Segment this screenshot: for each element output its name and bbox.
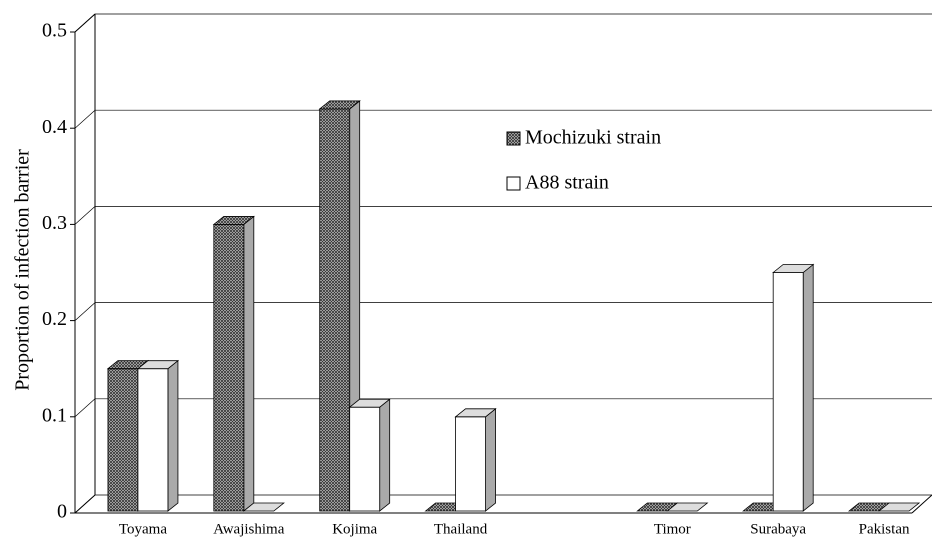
grid-line [74, 494, 96, 514]
x-tick-label: Thailand [434, 521, 488, 537]
grid-line [74, 398, 96, 418]
bar [242, 502, 285, 512]
bar [666, 502, 709, 512]
y-axis-label: Proportion of infection barrier [12, 149, 34, 391]
bar-top [136, 360, 180, 370]
bar [454, 407, 497, 512]
legend-label: A88 strain [525, 172, 609, 194]
bar-top [454, 408, 497, 418]
bar-top [666, 502, 709, 512]
bar [212, 215, 255, 512]
y-tick-label: 0.1 [42, 404, 67, 426]
bar [136, 359, 180, 512]
bar-side [802, 263, 814, 512]
bar-side [167, 359, 179, 512]
bar-top [212, 215, 255, 225]
bar-front [137, 368, 169, 512]
x-tick-label: Surabaya [750, 521, 806, 537]
y-tick-label: 0.2 [42, 308, 67, 330]
grid-line [74, 206, 96, 225]
x-tick-label: Kojima [332, 521, 377, 537]
y-tick-label: 0.3 [42, 212, 67, 234]
bar-front [455, 416, 486, 512]
bar-front [349, 406, 381, 512]
bar-side [243, 215, 255, 512]
y-tick-label: 0 [57, 501, 67, 523]
bar [877, 502, 921, 512]
legend-swatch [506, 131, 521, 146]
bar-top [772, 264, 815, 273]
x-tick-label: Awajishima [213, 521, 284, 537]
bar-top [348, 398, 391, 408]
bar-front [772, 272, 804, 512]
x-tick-label: Pakistan [859, 521, 910, 537]
x-tick-label: Toyama [119, 521, 167, 537]
bar [348, 398, 391, 512]
bar-front [319, 108, 351, 512]
x-tick-label: Timor [654, 521, 691, 537]
grid-line [74, 302, 96, 321]
bar-side [485, 407, 496, 512]
grid-line [74, 13, 96, 33]
y-tick-label: 0.4 [42, 116, 67, 138]
bar-side [379, 398, 391, 512]
bar-front [213, 223, 245, 512]
bar-top [318, 100, 361, 110]
bar-front [107, 368, 139, 512]
bar [772, 263, 815, 512]
grid-line [74, 109, 96, 129]
legend-swatch [506, 176, 521, 191]
axis-line [911, 494, 932, 514]
y-tick-label: 0.5 [42, 20, 67, 42]
bar-top [877, 502, 921, 512]
legend-label: Mochizuki strain [525, 127, 661, 149]
bar-top [242, 502, 285, 512]
